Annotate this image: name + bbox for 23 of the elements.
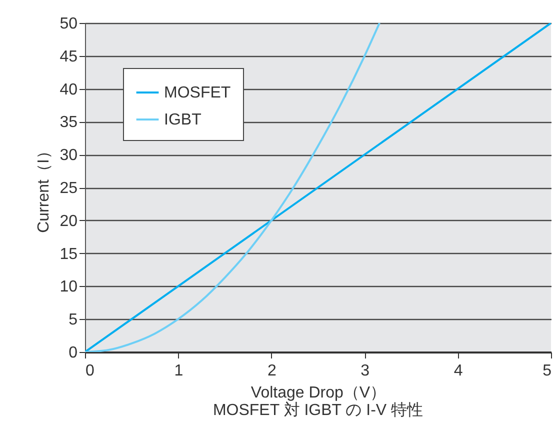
y-tick-label: 25 [60,180,78,197]
y-tick-label: 35 [60,114,78,132]
y-tick-label: 40 [60,81,78,98]
y-tick-label: 20 [60,212,78,230]
y-tick-label: 5 [68,312,78,329]
x-tick-label: 5 [542,362,552,380]
y-tick-label: 50 [60,16,78,32]
y-tick-label: 30 [60,147,78,164]
x-tick-label: 4 [454,362,463,380]
x-tick-label: 3 [360,362,370,380]
y-tick-label: 45 [60,48,78,66]
y-tick-label: 10 [60,278,78,296]
y-tick-label: 0 [68,344,78,362]
x-axis-title: Voltage Drop（V） [250,384,386,402]
x-tick-label: 2 [267,362,276,380]
text: MOSFET 対 IGBT の I-V 特性 [212,401,424,419]
y-tick-label: 15 [60,246,78,263]
legend-label: IGBT [164,112,202,128]
legend-label: MOSFET [164,84,231,102]
x-tick-label: 1 [174,362,184,380]
x-tick-label: 0 [86,362,94,380]
line-series [85,23,381,352]
y-axis-title: Current（I） [36,143,53,233]
